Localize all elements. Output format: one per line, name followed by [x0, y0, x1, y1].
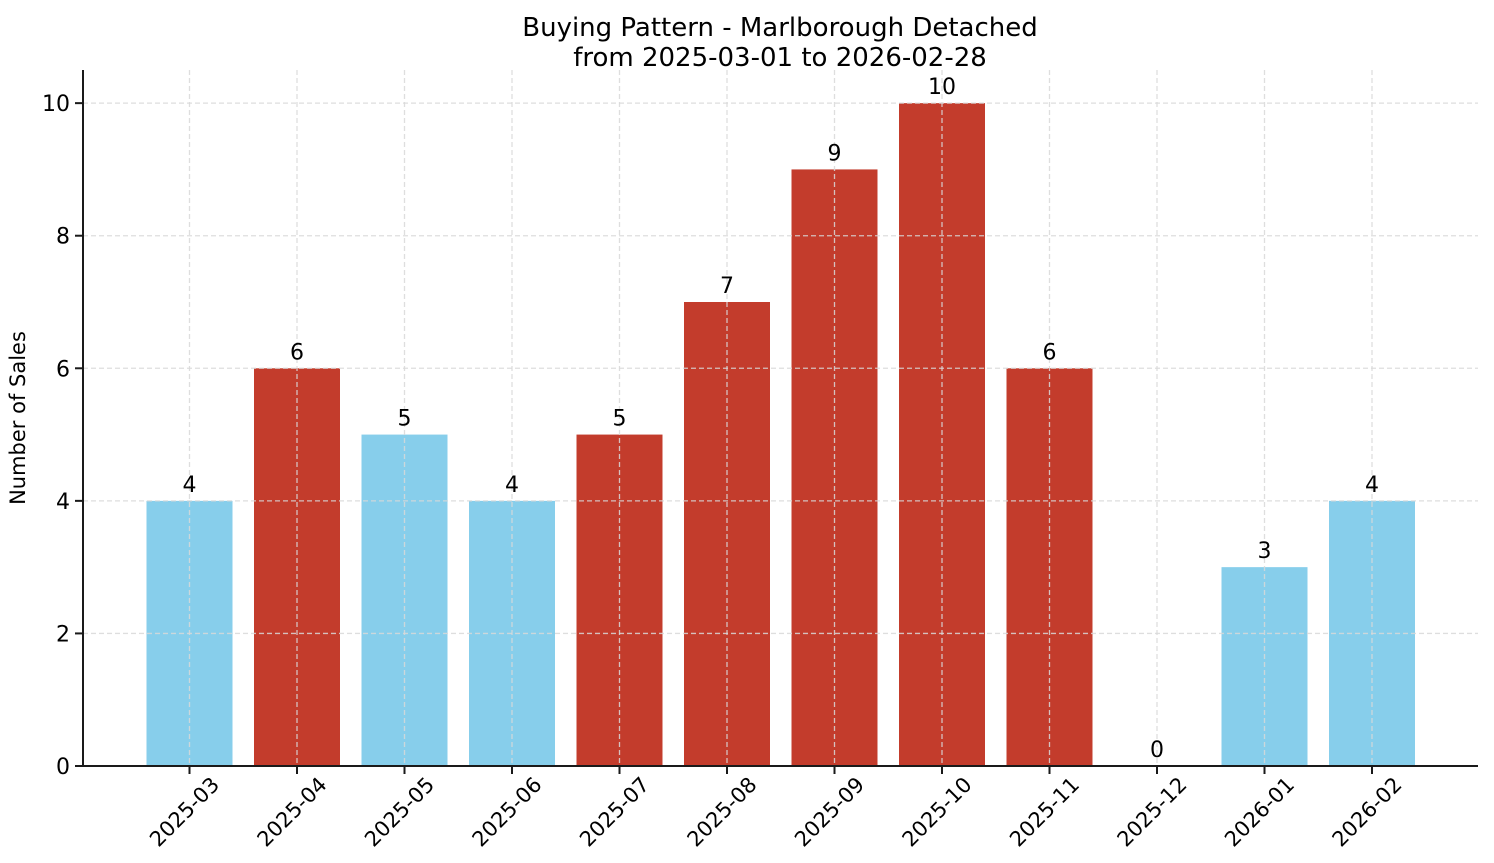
x-tick-label: 2025-10	[898, 773, 977, 852]
y-tick-label: 8	[56, 225, 70, 250]
x-tick-label: 2025-09	[790, 773, 869, 852]
bar-value-label: 6	[290, 340, 304, 365]
axes-layer	[75, 70, 1478, 774]
chart-title-line1: Buying Pattern - Marlborough Detached	[522, 13, 1037, 43]
x-tick-label: 2025-05	[360, 773, 439, 852]
x-tick-label: 2025-06	[468, 773, 547, 852]
bar-value-label: 5	[613, 407, 627, 432]
y-axis-label: Number of Sales	[6, 331, 30, 505]
bar-value-label: 6	[1043, 340, 1057, 365]
y-tick-label: 6	[56, 357, 70, 382]
bars-layer	[146, 103, 1415, 766]
bar-value-label: 5	[398, 407, 412, 432]
y-tick-label: 0	[56, 755, 70, 780]
chart-title-line2: from 2025-03-01 to 2026-02-28	[573, 43, 987, 73]
y-tick-label: 10	[42, 92, 70, 117]
x-tick-label: 2025-11	[1005, 773, 1084, 852]
bar-value-label: 4	[1365, 473, 1379, 498]
x-tick-label: 2026-02	[1328, 773, 1407, 852]
bar-value-label: 9	[828, 141, 842, 166]
bar-value-label: 0	[1150, 738, 1164, 763]
x-tick-label: 2025-04	[253, 773, 332, 852]
x-tick-label: 2025-08	[683, 773, 762, 852]
bar-value-label: 4	[183, 473, 197, 498]
bar-value-label: 4	[505, 473, 519, 498]
bar-value-label: 10	[928, 75, 956, 100]
x-tick-label: 2025-12	[1113, 773, 1192, 852]
bar-value-label: 3	[1258, 539, 1272, 564]
y-tick-label: 4	[56, 490, 70, 515]
bar-value-label: 7	[720, 274, 734, 299]
x-tick-label: 2025-03	[145, 773, 224, 852]
y-tick-label: 2	[56, 622, 70, 647]
x-tick-label: 2025-07	[575, 773, 654, 852]
x-tick-label: 2026-01	[1220, 773, 1299, 852]
